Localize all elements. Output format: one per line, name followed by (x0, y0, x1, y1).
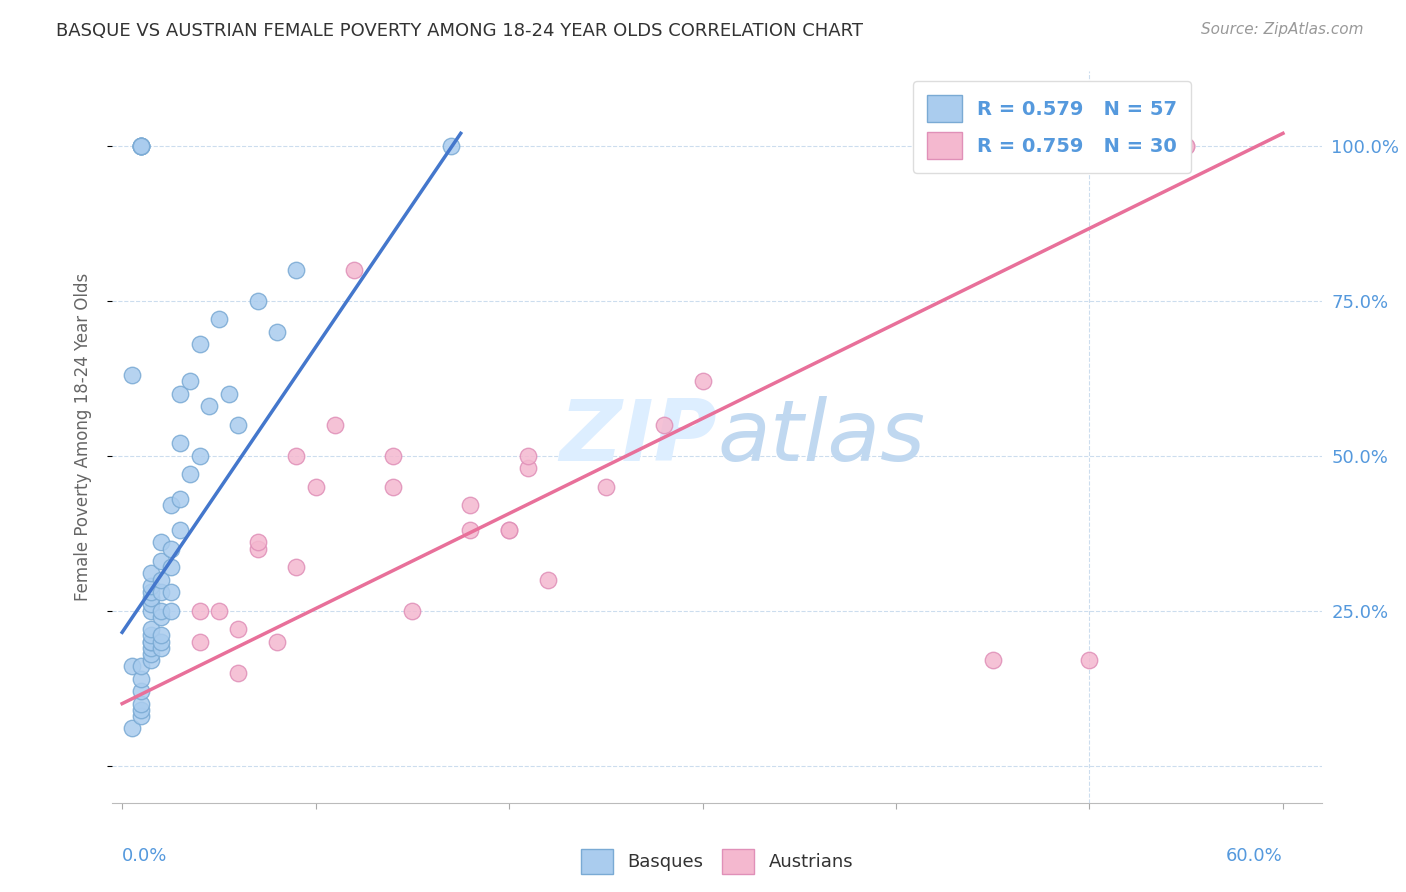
Point (131, 703, 153, 717)
Point (382, 480, 405, 494)
Point (188, 449, 211, 463)
Point (141, 598, 163, 612)
Point (246, 293, 269, 308)
Point (131, 138, 153, 153)
Point (169, 491, 191, 506)
Point (517, 461, 540, 475)
Point (692, 374, 714, 388)
Point (149, 554, 172, 568)
Point (141, 585, 163, 599)
Point (131, 709, 153, 723)
Point (169, 436, 191, 450)
Point (141, 579, 163, 593)
Point (226, 622, 249, 636)
Point (304, 480, 326, 494)
Point (149, 610, 172, 624)
Point (498, 523, 520, 537)
Point (266, 634, 288, 648)
Y-axis label: Female Poverty Among 18-24 Year Olds: Female Poverty Among 18-24 Year Olds (73, 273, 91, 601)
Point (141, 622, 163, 636)
Point (226, 665, 249, 680)
Point (226, 417, 249, 432)
Point (149, 604, 172, 618)
Point (246, 535, 269, 549)
Point (141, 591, 163, 606)
Point (149, 585, 172, 599)
Text: ZIP: ZIP (560, 395, 717, 479)
Point (141, 653, 163, 667)
Point (141, 634, 163, 648)
Point (652, 417, 675, 432)
Point (285, 560, 308, 574)
Point (188, 604, 211, 618)
Point (285, 449, 308, 463)
Point (131, 138, 153, 153)
Text: BASQUE VS AUSTRIAN FEMALE POVERTY AMONG 18-24 YEAR OLDS CORRELATION CHART: BASQUE VS AUSTRIAN FEMALE POVERTY AMONG … (56, 22, 863, 40)
Point (131, 697, 153, 711)
Point (131, 138, 153, 153)
Point (343, 262, 366, 277)
Point (149, 640, 172, 655)
Point (149, 535, 172, 549)
Point (440, 138, 463, 153)
Point (131, 684, 153, 698)
Point (141, 647, 163, 661)
Point (149, 628, 172, 642)
Point (382, 449, 405, 463)
Point (149, 573, 172, 587)
Point (198, 399, 221, 413)
Point (121, 368, 143, 383)
Point (159, 498, 181, 512)
Text: Source: ZipAtlas.com: Source: ZipAtlas.com (1201, 22, 1364, 37)
Point (141, 604, 163, 618)
Point (246, 541, 269, 556)
Text: atlas: atlas (717, 395, 925, 479)
Point (159, 560, 181, 574)
Point (323, 417, 346, 432)
Text: 0.0%: 0.0% (122, 847, 167, 864)
Point (188, 634, 211, 648)
Point (121, 722, 143, 736)
Point (131, 138, 153, 153)
Point (1175, 138, 1198, 153)
Point (169, 386, 191, 401)
Point (537, 573, 560, 587)
Point (266, 325, 288, 339)
Point (179, 467, 201, 482)
Point (595, 480, 617, 494)
Point (131, 138, 153, 153)
Point (121, 659, 143, 673)
Point (141, 634, 163, 648)
Legend: Basques, Austrians: Basques, Austrians (574, 841, 860, 881)
Point (141, 566, 163, 581)
Point (131, 659, 153, 673)
Point (498, 523, 520, 537)
Point (208, 604, 231, 618)
Point (218, 386, 240, 401)
Point (159, 604, 181, 618)
Point (460, 498, 482, 512)
Text: 60.0%: 60.0% (1226, 847, 1282, 864)
Point (981, 653, 1004, 667)
Point (285, 262, 308, 277)
Point (188, 337, 211, 351)
Point (131, 672, 153, 686)
Point (179, 374, 201, 388)
Point (149, 634, 172, 648)
Point (460, 523, 482, 537)
Point (141, 640, 163, 655)
Point (517, 449, 540, 463)
Point (208, 312, 231, 326)
Point (159, 585, 181, 599)
Point (141, 628, 163, 642)
Point (1078, 653, 1101, 667)
Point (159, 541, 181, 556)
Point (1175, 138, 1198, 153)
Point (401, 604, 423, 618)
Point (169, 523, 191, 537)
